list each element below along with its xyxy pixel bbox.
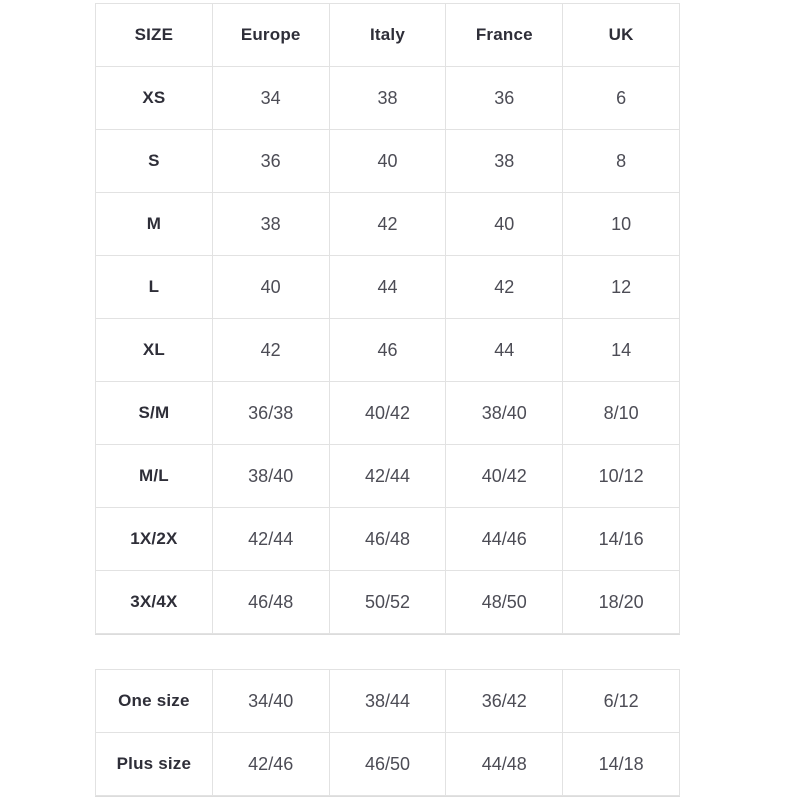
column-header-uk: UK [562,3,680,67]
size-label-cell: L [95,255,213,319]
size-value-cell: 46/50 [328,732,447,796]
table-row: 1X/2X 42/44 46/48 44/46 14/16 [95,507,680,571]
size-value-cell: 44/46 [445,507,564,571]
size-label-cell: 1X/2X [95,507,213,571]
size-label-cell: M/L [95,444,213,508]
size-value-cell: 42 [445,255,564,319]
size-value-cell: 40 [211,255,330,319]
size-label-cell: 3X/4X [95,570,213,634]
size-value-cell: 42 [211,318,330,382]
size-value-cell: 8 [562,129,680,193]
special-sizes-table: One size 34/40 38/44 36/42 6/12 Plus size 42/4… [95,669,680,796]
size-value-cell: 12 [562,255,680,319]
size-value-cell: 6 [562,66,680,130]
table-row: XL 42 46 44 14 [95,318,680,382]
size-value-cell: 50/52 [328,570,447,634]
size-value-cell: 42/44 [211,507,330,571]
size-label-cell: M [95,192,213,256]
size-value-cell: 14 [562,318,680,382]
size-value-cell: 38/40 [211,444,330,508]
size-value-cell: 36 [211,129,330,193]
size-value-cell: 10/12 [562,444,680,508]
size-conversion-table: SIZE Europe Italy France UK XS 34 38 36 6 S 36… [95,3,680,634]
size-value-cell: 46/48 [328,507,447,571]
size-label-cell: Plus size [95,732,213,796]
table-row: S 36 40 38 8 [95,129,680,193]
size-value-cell: 42/46 [211,732,330,796]
size-value-cell: 38 [445,129,564,193]
size-chart-container: SIZE Europe Italy France UK XS 34 38 36 6 S 36… [95,3,680,796]
size-value-cell: 8/10 [562,381,680,445]
size-value-cell: 44 [328,255,447,319]
table-row: M/L 38/40 42/44 40/42 10/12 [95,444,680,508]
size-value-cell: 44 [445,318,564,382]
size-value-cell: 46/48 [211,570,330,634]
table-row: S/M 36/38 40/42 38/40 8/10 [95,381,680,445]
table-row: M 38 42 40 10 [95,192,680,256]
size-value-cell: 14/18 [562,732,680,796]
size-value-cell: 42/44 [328,444,447,508]
size-value-cell: 38 [328,66,447,130]
size-value-cell: 36/38 [211,381,330,445]
table-row: Plus size 42/46 46/50 44/48 14/18 [95,732,680,796]
size-value-cell: 40 [445,192,564,256]
size-value-cell: 6/12 [562,669,680,733]
size-value-cell: 36/42 [445,669,564,733]
size-value-cell: 46 [328,318,447,382]
size-value-cell: 42 [328,192,447,256]
column-header-europe: Europe [211,3,330,67]
table-row: XS 34 38 36 6 [95,66,680,130]
size-value-cell: 44/48 [445,732,564,796]
size-label-cell: S [95,129,213,193]
size-value-cell: 40/42 [445,444,564,508]
size-value-cell: 48/50 [445,570,564,634]
column-header-france: France [445,3,564,67]
size-label-cell: XS [95,66,213,130]
size-value-cell: 38 [211,192,330,256]
size-value-cell: 36 [445,66,564,130]
size-value-cell: 38/44 [328,669,447,733]
size-label-cell: One size [95,669,213,733]
header-row: SIZE Europe Italy France UK [95,3,680,67]
size-value-cell: 40/42 [328,381,447,445]
size-value-cell: 34 [211,66,330,130]
size-value-cell: 18/20 [562,570,680,634]
size-label-cell: S/M [95,381,213,445]
column-header-italy: Italy [328,3,447,67]
size-label-cell: XL [95,318,213,382]
column-header-size: SIZE [95,3,213,67]
size-value-cell: 34/40 [211,669,330,733]
table-row: One size 34/40 38/44 36/42 6/12 [95,669,680,733]
size-value-cell: 40 [328,129,447,193]
size-value-cell: 38/40 [445,381,564,445]
size-value-cell: 10 [562,192,680,256]
table-row: L 40 44 42 12 [95,255,680,319]
table-row: 3X/4X 46/48 50/52 48/50 18/20 [95,570,680,634]
size-value-cell: 14/16 [562,507,680,571]
